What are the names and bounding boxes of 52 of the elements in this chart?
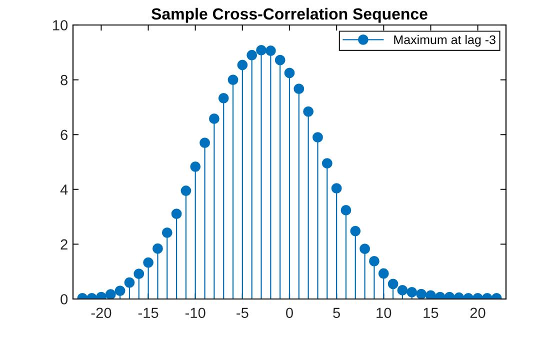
x-tick-label: -5 bbox=[236, 308, 248, 318]
point bbox=[378, 268, 389, 279]
y-tick-label: 4 bbox=[60, 184, 68, 195]
x-tick-label: -20 bbox=[91, 308, 112, 318]
point bbox=[350, 226, 361, 236]
point bbox=[331, 183, 342, 194]
point bbox=[124, 277, 135, 288]
x-tick-label: 10 bbox=[376, 308, 392, 318]
point bbox=[237, 60, 248, 70]
point bbox=[406, 286, 418, 298]
point bbox=[200, 138, 210, 148]
point bbox=[208, 114, 220, 124]
point bbox=[256, 45, 266, 56]
point bbox=[397, 285, 408, 296]
point bbox=[152, 243, 163, 254]
point bbox=[294, 84, 304, 94]
x-tick-label: 0 bbox=[286, 308, 293, 318]
legend-label: Maximum at lag -3 bbox=[394, 35, 496, 47]
x-tick-label: 20 bbox=[470, 308, 486, 318]
point bbox=[274, 54, 286, 66]
y-tick-label: 6 bbox=[60, 130, 68, 140]
y-tick-label: 10 bbox=[53, 20, 68, 30]
point bbox=[134, 268, 144, 279]
y-tick-label: 0 bbox=[60, 294, 68, 304]
point bbox=[303, 106, 314, 117]
point bbox=[114, 286, 126, 296]
point bbox=[416, 288, 426, 299]
point bbox=[322, 158, 332, 169]
x-tick-label: 5 bbox=[333, 308, 340, 318]
x-tick-label: -15 bbox=[138, 308, 158, 318]
point bbox=[143, 257, 154, 268]
point bbox=[340, 205, 352, 216]
y-tick-label: 2 bbox=[60, 239, 68, 250]
point bbox=[105, 289, 116, 299]
point bbox=[369, 256, 380, 266]
x-tick-label: -10 bbox=[185, 308, 206, 318]
point bbox=[284, 68, 295, 78]
point bbox=[265, 46, 276, 56]
point bbox=[171, 208, 182, 219]
point bbox=[360, 244, 370, 254]
chart-title: Sample Cross-Correlation Sequence bbox=[152, 8, 428, 23]
point bbox=[425, 290, 436, 299]
point bbox=[162, 227, 172, 238]
point bbox=[312, 132, 323, 143]
point bbox=[228, 74, 238, 86]
point bbox=[190, 161, 201, 172]
point bbox=[180, 186, 192, 196]
point bbox=[388, 278, 398, 290]
y-tick-label: 8 bbox=[60, 74, 68, 86]
point bbox=[246, 50, 258, 60]
point bbox=[218, 92, 229, 104]
x-tick-label: 15 bbox=[424, 308, 438, 318]
